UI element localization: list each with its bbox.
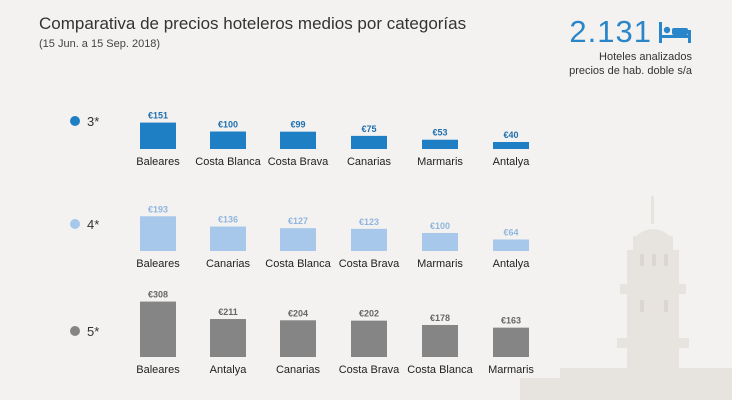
bar-costa-blanca [210,131,246,149]
data-label: €308 [148,290,168,300]
bar-baleares [140,301,176,357]
bar-canarias [210,226,246,251]
data-label: €64 [503,227,518,237]
series-label-4star: 4* [87,217,99,232]
category-label: Canarias [276,364,321,376]
bar-marmaris [422,139,458,149]
bar-costa-brava [351,228,387,251]
category-label: Antalya [210,364,248,376]
data-label: €75 [361,124,376,134]
category-label: Baleares [136,156,180,168]
category-label: Marmaris [488,364,534,376]
category-label: Antalya [493,258,531,270]
bar-canarias [351,135,387,149]
bed-icon [659,22,691,43]
bar-costa-blanca [280,228,316,251]
category-label: Marmaris [417,156,463,168]
bar-antalya [493,239,529,251]
chart-subtitle: (15 Jun. a 15 Sep. 2018) [39,38,161,50]
bar-costa-brava [280,131,316,149]
bar-costa-blanca [422,324,458,357]
hotels-count: 2.131 [569,14,652,49]
data-label: €136 [218,215,238,225]
data-label: €163 [501,316,521,326]
data-label: €193 [148,204,168,214]
bar-canarias [280,320,316,357]
data-label: €100 [430,221,450,231]
category-label: Costa Blanca [407,364,473,376]
data-label: €202 [359,309,379,319]
category-label: Baleares [136,364,180,376]
bar-antalya [493,142,529,149]
bar-baleares [140,122,176,149]
data-label: €178 [430,313,450,323]
series-label-3star: 3* [87,114,99,129]
data-label: €99 [290,120,305,130]
bar-baleares [140,216,176,251]
category-label: Costa Brava [268,156,329,168]
stat-caption-line2: precios de hab. doble s/a [569,65,692,77]
category-label: Antalya [493,156,531,168]
category-label: Costa Blanca [265,258,331,270]
data-label: €151 [148,111,168,121]
category-label: Canarias [206,258,251,270]
legend-marker-4star [70,219,80,229]
stat-caption-line1: Hoteles analizados [599,51,692,63]
bar-marmaris [493,327,529,357]
bar-antalya [210,319,246,357]
data-label: €204 [288,308,308,318]
data-label: €40 [503,130,518,140]
data-label: €100 [218,120,238,130]
category-label: Costa Blanca [195,156,261,168]
series-label-5star: 5* [87,324,99,339]
bar-marmaris [422,233,458,251]
category-label: Costa Brava [339,258,400,270]
legend-marker-5star [70,326,80,336]
category-label: Canarias [347,156,392,168]
data-label: €211 [218,307,238,317]
category-label: Costa Brava [339,364,400,376]
data-label: €127 [288,216,308,226]
chart-title: Comparativa de precios hoteleros medios … [39,14,467,33]
legend-marker-3star [70,116,80,126]
category-label: Marmaris [417,258,463,270]
data-label: €53 [432,128,447,138]
bar-costa-brava [351,320,387,357]
data-label: €123 [359,217,379,227]
hotels-analyzed-stat: 2.131 Hoteles analizados precios de hab.… [569,14,692,78]
category-label: Baleares [136,258,180,270]
